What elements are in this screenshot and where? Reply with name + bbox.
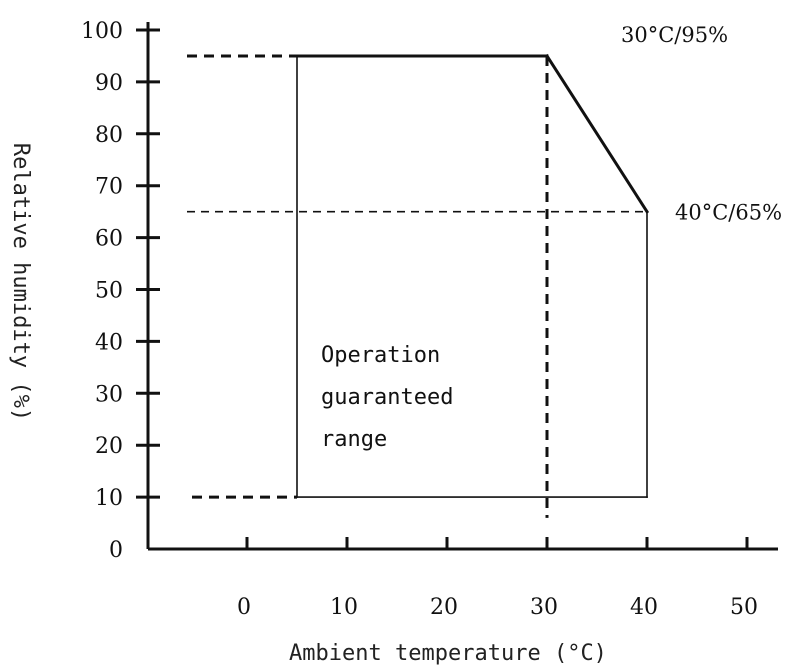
reference-lines	[187, 54, 647, 518]
axes	[136, 22, 778, 551]
y-axis-title: Relative humidity (%)	[8, 143, 33, 421]
x-tick-label-50: 50	[730, 595, 758, 620]
y-tick-label-40: 40	[95, 330, 123, 355]
annotation-0: 30°C/95%	[621, 23, 728, 47]
x-tick-label-20: 20	[430, 595, 458, 620]
annotations: 30°C/95% 40°C/65%	[621, 23, 782, 225]
y-tick-label-70: 70	[95, 175, 123, 200]
y-tick-label-10: 10	[95, 486, 123, 511]
x-tick-label-10: 10	[330, 595, 358, 620]
annotation-1: 40°C/65%	[675, 201, 782, 225]
x-tick-label-40: 40	[630, 595, 658, 620]
x-tick-label-0: 0	[237, 595, 251, 620]
region-label-line-0: Operation	[321, 343, 440, 368]
tick-labels: 0 10 20 30 40 50 60 70 80 90 100 0 10 20 30 40 50	[81, 19, 758, 620]
y-tick-label-20: 20	[95, 434, 123, 459]
y-tick-label-50: 50	[95, 279, 123, 304]
y-tick-label-60: 60	[95, 227, 123, 252]
y-tick-label-90: 90	[95, 71, 123, 96]
x-axis-title: Ambient temperature (°C)	[289, 641, 607, 666]
region-label-line-2: range	[321, 427, 387, 452]
region-label-line-1: guaranteed	[321, 385, 453, 410]
series-group	[295, 53, 650, 498]
y-tick-label-80: 80	[95, 123, 123, 148]
y-tick-label-30: 30	[95, 382, 123, 407]
y-tick-label-0: 0	[109, 538, 123, 563]
x-tick-label-30: 30	[530, 595, 558, 620]
y-tick-label-100: 100	[81, 19, 123, 44]
series-0-segment-2	[544, 53, 650, 214]
region-label: Operation guaranteed range	[321, 343, 453, 452]
